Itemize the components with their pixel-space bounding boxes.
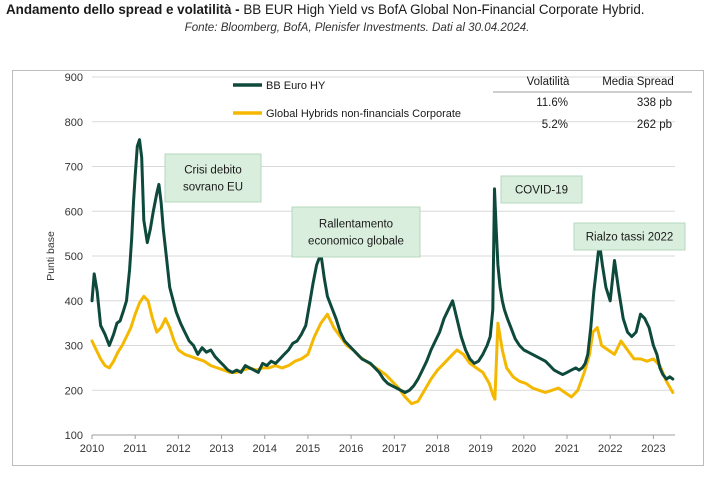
stats-header-volatility: Volatilità: [527, 76, 570, 88]
annotation-box: [291, 206, 421, 258]
y-tick-label: 100: [65, 430, 83, 442]
annotation-text: Rialzo tassi 2022: [586, 232, 674, 244]
y-tick-label: 800: [65, 117, 83, 129]
x-tick-label: 2017: [382, 443, 406, 455]
y-tick-label: 900: [65, 72, 83, 84]
chart-title-bold: Andamento dello spread e volatilità -: [6, 2, 240, 17]
x-tick-label: 2023: [641, 443, 665, 455]
x-tick-label: 2012: [166, 443, 190, 455]
annotation-box: [500, 175, 583, 204]
x-tick-label: 2019: [468, 443, 492, 455]
y-tick-label: 300: [65, 341, 83, 353]
legend-label: Global Hybrids non-financials Corporate: [266, 108, 461, 120]
y-axis-label: Punti base: [45, 231, 57, 281]
x-tick-label: 2013: [209, 443, 233, 455]
stats-mean-spread-value: 338 pb: [637, 97, 672, 109]
x-tick-label: 2014: [252, 443, 276, 455]
annotation-text: Crisi debito: [184, 165, 242, 177]
x-tick-label: 2022: [598, 443, 622, 455]
stats-mean-spread-value: 262 pb: [637, 119, 672, 131]
x-tick-label: 2018: [425, 443, 449, 455]
x-tick-label: 2020: [512, 443, 536, 455]
chart-title: Andamento dello spread e volatilità - BB…: [6, 2, 711, 17]
stats-header-mean-spread: Media Spread: [602, 76, 674, 88]
annotation-box: [164, 153, 262, 203]
y-tick-label: 600: [65, 206, 83, 218]
annotation-text: COVID-19: [515, 185, 568, 197]
chart-title-rest: BB EUR High Yield vs BofA Global Non-Fin…: [239, 2, 645, 17]
annotation-text: economico globale: [308, 236, 404, 248]
x-tick-label: 2011: [123, 443, 147, 455]
stats-volatility-value: 11.6%: [536, 97, 568, 109]
x-tick-label: 2010: [80, 443, 104, 455]
chart-frame: [12, 70, 704, 466]
x-tick-label: 2016: [339, 443, 363, 455]
annotation-text: Rallentamento: [319, 219, 393, 231]
annotation-text: sovrano EU: [183, 182, 243, 194]
annotation-box: [573, 222, 686, 251]
x-tick-label: 2021: [555, 443, 579, 455]
y-tick-label: 400: [65, 296, 83, 308]
x-tick-label: 2015: [296, 443, 320, 455]
y-tick-label: 700: [65, 162, 83, 174]
series-line-bb-euro-hy: [90, 138, 675, 394]
series-line-global-hybrids: [90, 294, 675, 406]
chart-source: Fonte: Bloomberg, BofA, Plenisfer Invest…: [184, 21, 530, 34]
stats-volatility-value: 5.2%: [542, 119, 568, 131]
y-tick-label: 500: [65, 251, 83, 263]
y-tick-label: 200: [65, 385, 83, 397]
legend-label: BB Euro HY: [266, 80, 326, 92]
